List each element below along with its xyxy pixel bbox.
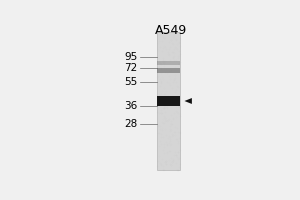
Bar [157,68,181,73]
Bar [157,96,181,106]
Bar [157,96,181,106]
Bar [157,96,181,106]
Bar [157,32,181,170]
Bar [157,96,181,106]
Bar [157,96,181,106]
Bar [157,96,181,106]
Bar [157,96,181,106]
Text: 36: 36 [124,101,137,111]
Bar [157,96,181,106]
Bar [157,96,181,106]
Bar [157,96,181,106]
Bar [157,96,181,106]
Bar [157,96,181,106]
Bar [157,96,181,106]
Bar [157,96,181,106]
Text: 95: 95 [124,52,137,62]
Text: 55: 55 [124,77,137,87]
Bar [157,61,181,65]
Bar [157,96,181,106]
Bar [157,96,181,106]
Bar [157,96,181,106]
Bar [157,96,181,106]
Polygon shape [184,98,192,104]
Bar [157,96,181,106]
Text: 72: 72 [124,63,137,73]
Text: 28: 28 [124,119,137,129]
Text: A549: A549 [155,24,187,37]
Bar [157,96,181,106]
Bar [157,96,181,106]
